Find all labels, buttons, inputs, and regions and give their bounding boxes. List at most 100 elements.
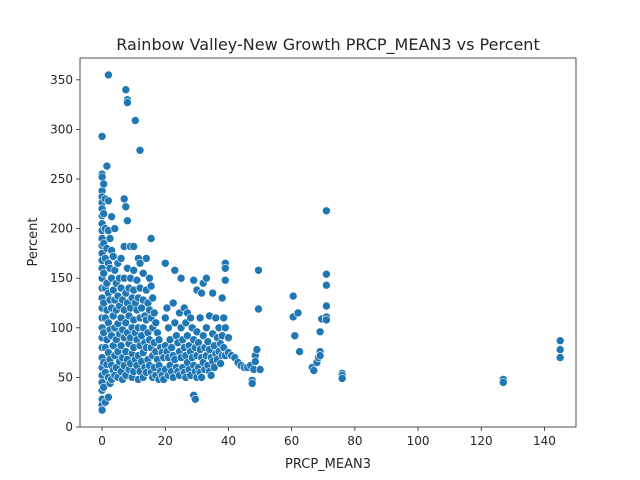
data-point — [99, 209, 108, 218]
x-axis-label: PRCP_MEAN3 — [285, 457, 371, 472]
data-point — [145, 273, 154, 283]
x-tick-label: 0 — [98, 434, 106, 448]
data-point — [221, 263, 230, 273]
data-point — [555, 336, 565, 346]
data-point — [164, 323, 173, 333]
data-point — [290, 331, 300, 341]
data-point — [99, 268, 108, 278]
data-point — [121, 85, 131, 94]
x-tick-label: 20 — [158, 434, 173, 448]
data-point — [161, 313, 170, 323]
data-point — [211, 313, 221, 323]
data-point — [129, 242, 138, 251]
data-point — [224, 333, 233, 343]
data-point — [202, 323, 211, 333]
data-point — [186, 313, 195, 323]
data-point — [132, 275, 142, 285]
data-point — [107, 212, 116, 221]
y-tick-label: 250 — [50, 172, 73, 186]
data-point — [135, 258, 145, 268]
data-point — [208, 288, 217, 298]
data-point — [252, 345, 262, 354]
data-point — [254, 304, 263, 314]
data-point — [154, 335, 164, 345]
x-tick-label: 80 — [347, 434, 362, 448]
data-point — [221, 323, 230, 333]
data-point — [138, 268, 148, 278]
data-point — [315, 351, 325, 360]
data-point — [195, 313, 205, 323]
data-point — [97, 172, 107, 182]
data-point — [197, 373, 206, 382]
data-point — [247, 379, 257, 388]
chart-title: Rainbow Valley-New Growth PRCP_MEAN3 vs … — [116, 35, 539, 55]
data-point — [206, 371, 216, 380]
y-tick-label: 0 — [65, 420, 73, 434]
data-point — [110, 224, 120, 233]
data-point — [322, 315, 331, 325]
y-axis-ticks: 0 50 100 150 200 250 300 350 — [50, 73, 80, 434]
plot-frame — [79, 57, 577, 428]
data-point — [97, 405, 107, 415]
x-axis-ticks: 0 20 40 60 80 100 120 140 — [98, 427, 556, 448]
data-point — [146, 234, 156, 243]
data-point — [293, 308, 303, 318]
data-point — [129, 265, 138, 275]
data-point — [189, 275, 198, 285]
x-tick-label: 140 — [533, 434, 556, 448]
x-tick-label: 40 — [221, 434, 236, 448]
data-point — [309, 366, 319, 375]
data-point — [123, 216, 132, 225]
data-point — [97, 132, 107, 141]
data-point — [192, 327, 202, 337]
data-point — [322, 301, 331, 311]
data-point — [170, 318, 180, 328]
data-point — [116, 254, 126, 263]
data-point — [337, 374, 347, 383]
data-point — [498, 378, 508, 387]
data-point — [295, 347, 304, 356]
data-point — [322, 269, 331, 279]
data-point — [168, 298, 178, 308]
data-point — [219, 313, 228, 323]
data-point — [104, 392, 113, 402]
data-point — [121, 202, 131, 212]
data-point — [131, 116, 140, 125]
data-point — [161, 258, 170, 268]
data-point — [251, 357, 260, 366]
data-point — [322, 280, 331, 290]
y-tick-label: 300 — [50, 122, 73, 136]
data-point — [137, 303, 146, 313]
data-point — [119, 194, 129, 204]
y-axis-label: Percent — [26, 218, 41, 267]
x-tick-label: 100 — [407, 434, 430, 448]
data-point — [151, 318, 161, 328]
data-point — [254, 265, 263, 275]
data-point — [123, 98, 132, 107]
y-tick-label: 50 — [58, 370, 73, 384]
data-point — [135, 146, 145, 155]
data-point — [255, 365, 265, 374]
data-points — [97, 70, 565, 415]
data-point — [146, 281, 156, 291]
data-point — [555, 353, 565, 362]
data-point — [202, 273, 211, 283]
data-point — [183, 331, 192, 341]
data-point — [162, 303, 172, 313]
data-point — [221, 275, 230, 285]
data-point — [167, 343, 176, 352]
data-point — [315, 327, 325, 337]
data-point — [148, 293, 157, 303]
data-point — [217, 293, 227, 303]
data-point — [102, 161, 112, 171]
data-point — [176, 273, 186, 283]
data-point — [99, 179, 108, 189]
data-point — [170, 265, 180, 275]
y-tick-label: 200 — [50, 222, 73, 236]
data-point — [104, 70, 113, 80]
data-point — [142, 254, 151, 263]
data-point — [197, 288, 206, 298]
data-point — [116, 341, 126, 351]
x-tick-label: 60 — [284, 434, 299, 448]
